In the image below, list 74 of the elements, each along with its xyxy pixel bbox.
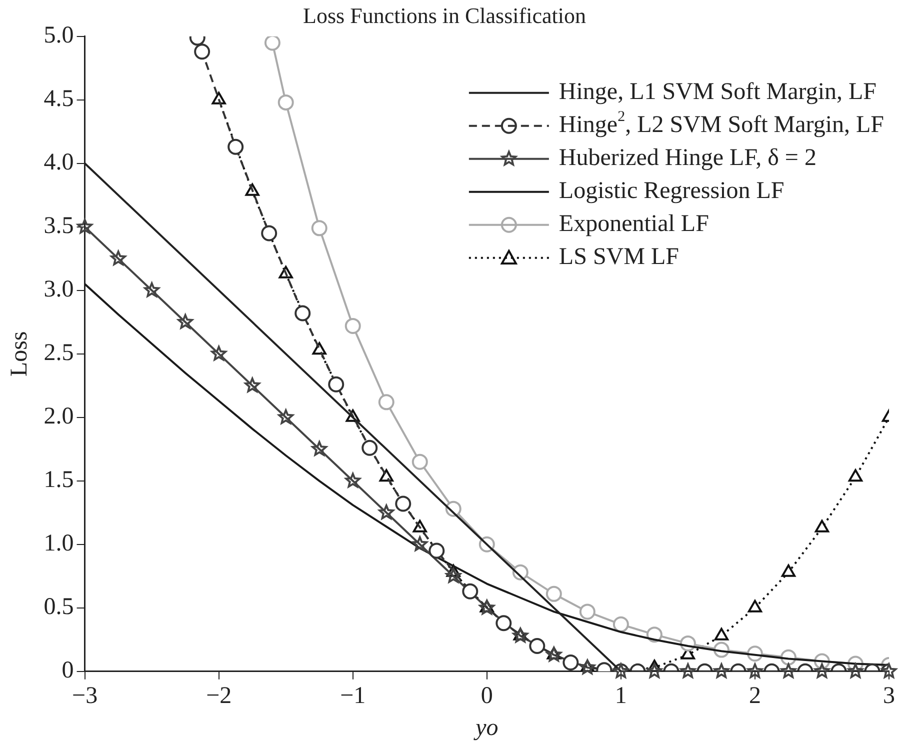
point	[278, 94, 294, 110]
point	[278, 409, 294, 424]
legend-label: Hinge, L1 SVM Soft Margin, LF	[558, 79, 877, 106]
point	[714, 628, 729, 640]
point	[612, 616, 629, 632]
x-tick-label: 2	[748, 683, 761, 710]
y-tick-label: 3.5	[44, 213, 74, 240]
point	[344, 318, 361, 334]
point	[780, 663, 796, 678]
point	[194, 44, 210, 60]
y-tick-label: 1.0	[44, 530, 74, 557]
x-axis-title: yo	[474, 714, 498, 741]
point	[814, 663, 830, 678]
point	[312, 441, 328, 456]
point	[144, 282, 160, 298]
point	[311, 220, 328, 236]
point	[496, 615, 512, 632]
point	[294, 305, 311, 322]
point	[328, 376, 344, 392]
point	[848, 469, 863, 482]
point	[261, 225, 278, 242]
point	[428, 542, 445, 559]
y-tick-label: 0	[62, 658, 74, 684]
point	[462, 583, 478, 600]
point	[680, 663, 696, 678]
y-tick-label: 0.5	[44, 594, 74, 620]
point	[264, 36, 280, 51]
x-tick-label: −2	[206, 683, 232, 710]
x-tick-label: 0	[480, 683, 493, 710]
y-tick-label: 2.0	[44, 404, 74, 430]
point	[529, 638, 546, 654]
point	[77, 218, 92, 234]
point	[345, 472, 361, 488]
point	[562, 654, 579, 671]
point	[378, 504, 394, 520]
point	[747, 663, 763, 678]
y-tick-label: 4.0	[44, 150, 74, 176]
chart-title: Loss Functions in Classification	[303, 2, 586, 28]
point	[814, 520, 830, 532]
legend-label: Exponential LF	[558, 211, 709, 238]
point	[881, 663, 897, 678]
y-tick-label: 4.5	[44, 86, 74, 112]
x-tick-label: −1	[340, 683, 366, 710]
y-tick-label: 3.0	[44, 276, 74, 303]
x-tick-label: 1	[614, 683, 627, 710]
point	[748, 600, 762, 612]
point	[546, 586, 562, 602]
x-tick-label: 3	[883, 683, 895, 710]
point	[848, 663, 864, 678]
legend-label: Huberized Hinge LF, δ = 2	[558, 145, 816, 172]
point	[178, 314, 193, 329]
point	[211, 346, 226, 361]
point	[110, 250, 126, 266]
point	[646, 663, 662, 678]
x-tick-label: −3	[72, 683, 98, 710]
point	[244, 378, 260, 392]
point	[378, 394, 394, 410]
point	[579, 604, 596, 620]
legend-label: Logistic Regression LF	[558, 178, 784, 204]
point	[781, 564, 796, 577]
point	[228, 138, 244, 155]
point	[395, 496, 412, 512]
point	[446, 568, 462, 583]
point	[714, 663, 730, 678]
point	[362, 440, 378, 456]
y-tick-label: 2.5	[44, 340, 74, 366]
legend-label: LS SVM LF	[558, 244, 679, 270]
y-tick-label: 1.5	[44, 467, 74, 494]
point	[613, 663, 629, 678]
y-axis-title: Loss	[6, 331, 33, 377]
point	[412, 454, 428, 470]
point	[580, 660, 596, 674]
y-tick-label: 5.0	[44, 22, 74, 49]
point	[412, 536, 428, 552]
